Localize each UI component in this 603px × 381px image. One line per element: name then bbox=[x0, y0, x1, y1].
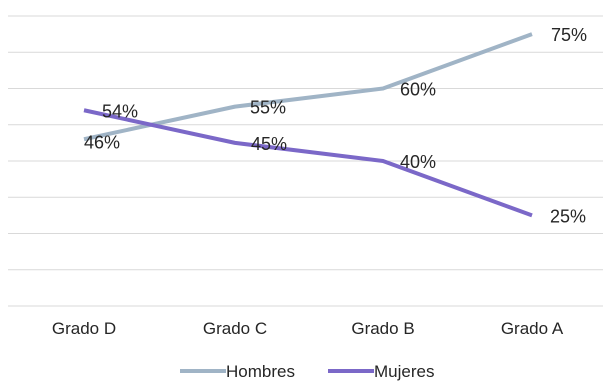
series-line-mujeres bbox=[83, 108, 533, 218]
x-axis-tick-labels: Grado D Grado C Grado B Grado A bbox=[52, 319, 564, 338]
x-tick-label: Grado C bbox=[203, 319, 267, 338]
x-tick-label: Grado D bbox=[52, 319, 116, 338]
data-label-mujeres: 54% bbox=[102, 101, 138, 121]
legend-item-hombres: Hombres bbox=[180, 362, 295, 381]
legend-label: Mujeres bbox=[374, 362, 434, 381]
data-labels: 46% 55% 60% 75% 54% 45% 40% 25% bbox=[84, 25, 587, 226]
gridlines bbox=[8, 15, 603, 307]
data-label-hombres: 75% bbox=[551, 25, 587, 45]
data-label-mujeres: 25% bbox=[550, 206, 586, 226]
data-label-hombres: 46% bbox=[84, 132, 120, 152]
data-label-hombres: 60% bbox=[400, 80, 436, 100]
series-line-hombres bbox=[83, 32, 533, 142]
data-label-hombres: 55% bbox=[250, 98, 286, 118]
legend-item-mujeres: Mujeres bbox=[328, 362, 434, 381]
x-tick-label: Grado B bbox=[351, 319, 414, 338]
x-tick-label: Grado A bbox=[501, 319, 564, 338]
series-lines bbox=[83, 32, 533, 218]
legend: Hombres Mujeres bbox=[180, 362, 434, 381]
data-label-mujeres: 40% bbox=[400, 152, 436, 172]
legend-label: Hombres bbox=[226, 362, 295, 381]
data-label-mujeres: 45% bbox=[251, 134, 287, 154]
